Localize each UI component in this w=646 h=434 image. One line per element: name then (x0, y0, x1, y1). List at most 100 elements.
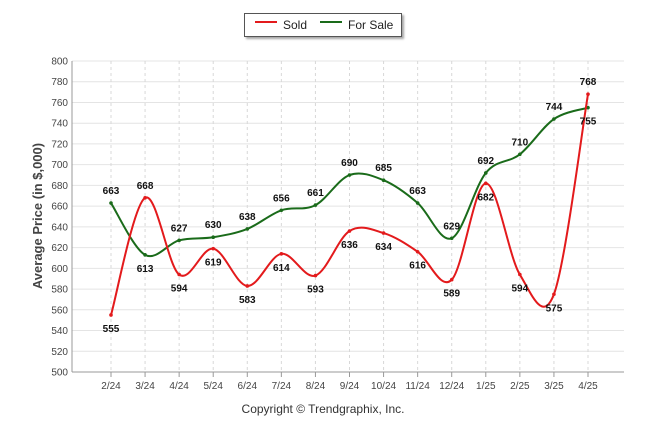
data-label-sold: 594 (512, 284, 529, 295)
data-label-for-sale: 692 (477, 156, 494, 167)
x-tick-label: 8/24 (306, 381, 326, 392)
y-tick-label: 780 (51, 77, 68, 88)
y-tick-label: 760 (51, 98, 68, 109)
data-label-for-sale: 627 (171, 223, 188, 234)
data-point-sold (552, 292, 556, 297)
data-label-for-sale: 661 (307, 188, 324, 199)
data-label-for-sale: 663 (409, 186, 426, 197)
data-point-sold (586, 92, 590, 96)
data-label-sold: 589 (443, 289, 460, 300)
series-lines (109, 92, 590, 317)
data-point-for-sale (347, 173, 352, 177)
axes: 500 520 540 560 580 600 620 640 660 680 700 720 740 7… (51, 57, 624, 392)
data-label-for-sale: 710 (512, 137, 529, 148)
data-point-sold (245, 284, 250, 288)
legend-sold-swatch (255, 21, 277, 23)
y-tick-label: 640 (51, 222, 68, 233)
y-tick-label: 800 (51, 57, 68, 68)
data-point-for-sale (245, 227, 250, 231)
y-tick-label: 720 (51, 139, 68, 150)
data-point-sold (279, 252, 284, 256)
data-point-sold (177, 272, 181, 277)
data-point-for-sale (143, 253, 147, 257)
data-label-for-sale: 690 (341, 158, 358, 169)
data-label-for-sale: 638 (239, 212, 256, 223)
data-point-for-sale (449, 236, 454, 241)
data-point-sold (483, 181, 488, 186)
data-point-sold (313, 273, 318, 278)
data-label-sold: 614 (273, 263, 290, 274)
y-axis-label: Average Price (in $,000) (30, 143, 45, 289)
data-label-sold: 555 (103, 324, 120, 335)
x-tick-label: 7/24 (272, 381, 292, 392)
x-tick-label: 9/24 (340, 381, 360, 392)
data-point-sold (109, 313, 113, 317)
data-point-for-sale (177, 238, 181, 243)
data-point-sold (211, 246, 216, 251)
x-tick-label: 6/24 (238, 381, 258, 392)
data-point-sold (415, 249, 420, 254)
data-label-sold: 619 (205, 258, 222, 269)
data-label-sold: 636 (341, 240, 358, 251)
data-label-for-sale: 613 (137, 264, 154, 275)
y-tick-label: 580 (51, 285, 68, 296)
data-label-for-sale: 755 (580, 117, 597, 128)
x-tick-label: 4/25 (578, 381, 598, 392)
data-point-for-sale (483, 171, 488, 175)
data-label-sold: 575 (546, 303, 563, 314)
x-tick-label: 2/24 (101, 381, 121, 392)
x-tick-label: 1/25 (476, 381, 496, 392)
legend-for-sale-label: For Sale (348, 18, 394, 32)
data-labels: 555 668 594 619 583 614 593 636 634 616 589 682 594 5… (103, 77, 597, 335)
y-tick-label: 660 (51, 202, 68, 213)
legend-sold-label: Sold (283, 18, 308, 32)
y-tick-label: 600 (51, 264, 68, 275)
data-point-for-sale (211, 235, 216, 240)
data-label-sold: 768 (580, 77, 597, 88)
data-label-for-sale: 663 (103, 186, 120, 197)
x-tick-label: 3/24 (135, 381, 155, 392)
x-tick-label: 2/25 (510, 381, 530, 392)
data-point-for-sale (586, 105, 590, 110)
x-tick-label: 4/24 (169, 381, 189, 392)
legend-for-sale-swatch (320, 21, 342, 23)
x-tick-label: 12/24 (439, 381, 464, 392)
x-tick-label: 3/25 (544, 381, 564, 392)
x-tick-label: 11/24 (405, 381, 430, 392)
x-tick-label: 5/24 (203, 381, 223, 392)
copyright-footer: Copyright © Trendgraphix, Inc. (241, 402, 405, 416)
data-label-sold: 634 (375, 242, 392, 253)
data-label-sold: 594 (171, 284, 188, 295)
data-point-sold (518, 272, 522, 277)
grid-lines (72, 60, 624, 373)
y-tick-label: 520 (51, 347, 68, 358)
data-label-for-sale: 629 (443, 221, 460, 232)
legend: Sold For Sale (244, 13, 402, 37)
y-tick-label: 700 (51, 160, 68, 171)
data-point-sold (347, 229, 352, 233)
y-tick-label: 680 (51, 181, 68, 192)
data-point-for-sale (415, 201, 420, 205)
data-point-sold (143, 196, 147, 200)
data-point-for-sale (109, 201, 113, 205)
x-tick-label: 10/24 (371, 381, 396, 392)
data-point-for-sale (313, 203, 318, 207)
y-tick-label: 500 (51, 368, 68, 379)
y-tick-label: 740 (51, 119, 68, 130)
data-label-for-sale: 744 (546, 102, 563, 113)
data-label-sold: 583 (239, 295, 256, 306)
data-point-for-sale (552, 117, 556, 121)
data-point-for-sale (279, 208, 284, 213)
data-label-for-sale: 656 (273, 193, 290, 204)
data-label-sold: 682 (477, 192, 494, 203)
y-tick-label: 560 (51, 305, 68, 316)
data-label-for-sale: 630 (205, 220, 222, 231)
y-tick-label: 540 (51, 326, 68, 337)
data-label-for-sale: 685 (375, 163, 392, 174)
y-tick-label: 620 (51, 243, 68, 254)
data-label-sold: 668 (137, 181, 154, 192)
data-label-sold: 616 (409, 261, 426, 272)
data-point-for-sale (381, 178, 386, 183)
data-label-sold: 593 (307, 285, 324, 296)
